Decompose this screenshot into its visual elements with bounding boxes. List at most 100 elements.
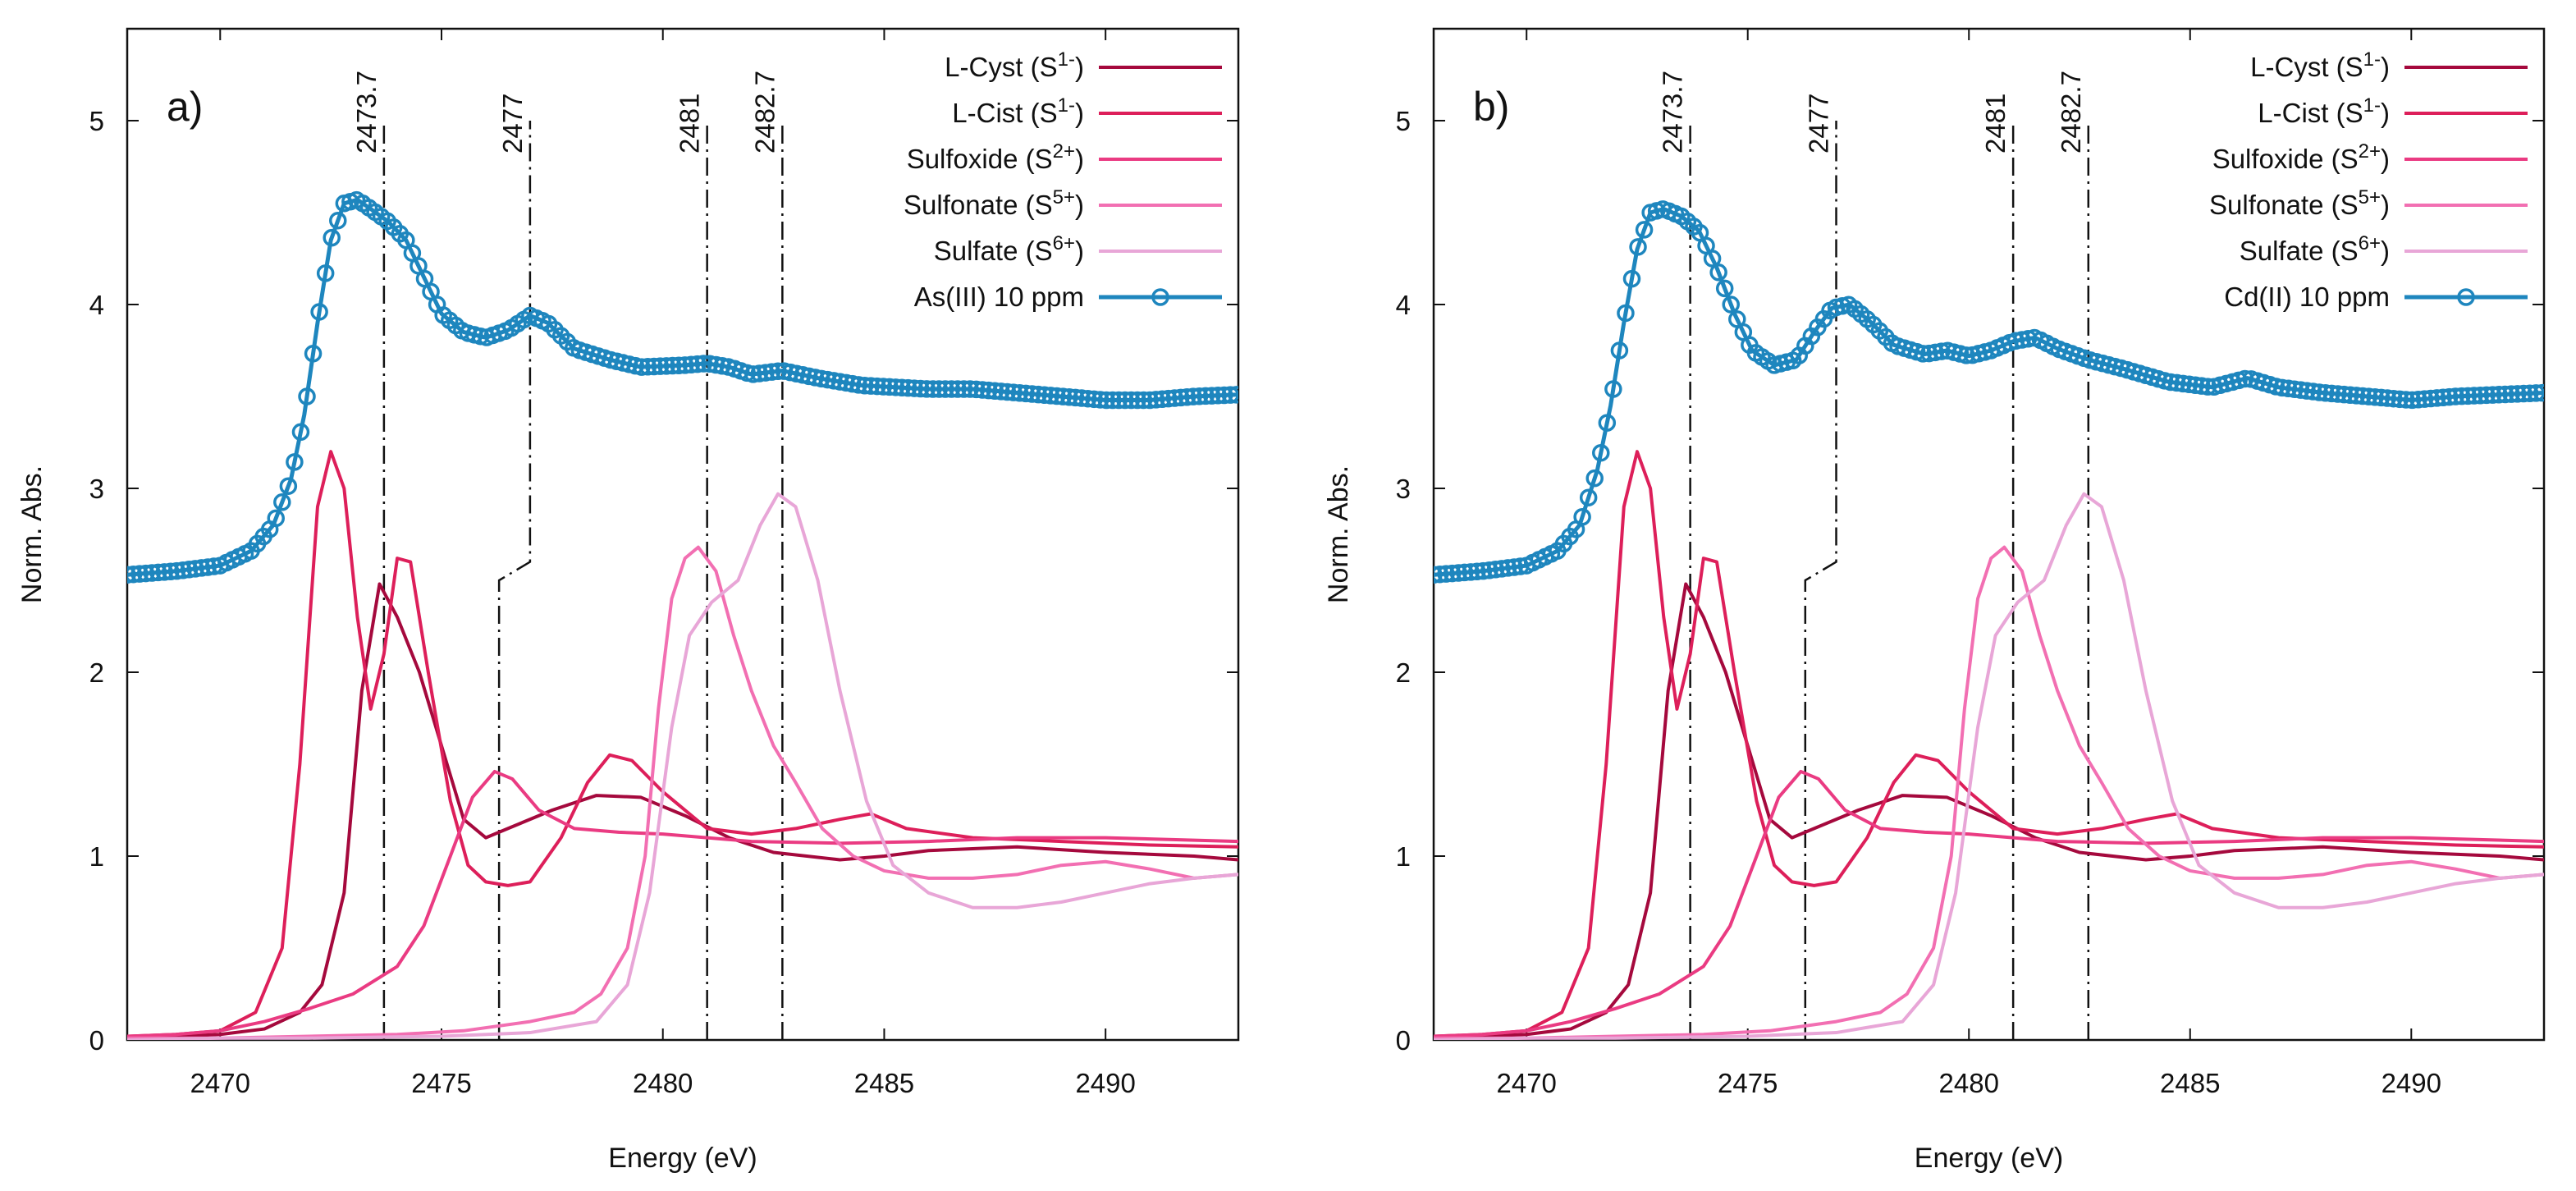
data-point (1221, 386, 1238, 404)
data-point (1172, 388, 1190, 407)
legend-label: Cd(II) 10 ppm (2224, 282, 2390, 312)
series-line-sulfonate (127, 545, 1238, 1040)
data-point (2316, 384, 2335, 402)
data-point (2483, 386, 2502, 404)
data-point (1455, 563, 1474, 582)
x-tick-label: 2470 (1496, 1068, 1556, 1098)
data-point (762, 363, 781, 381)
data-point (291, 423, 310, 442)
data-point (675, 356, 694, 374)
legend-label: Sulfate (S6+) (934, 232, 1084, 266)
reference-line-label: 2473.7 (351, 71, 382, 153)
data-point (2533, 383, 2544, 402)
data-point (1474, 561, 1493, 580)
data-point (1066, 388, 1085, 407)
reference-line-label: 2482.7 (2056, 71, 2086, 153)
x-tick-label: 2480 (633, 1068, 693, 1098)
data-point (1493, 560, 1511, 578)
y-tick-label: 4 (1396, 290, 1411, 320)
data-point (2465, 387, 2483, 405)
y-axis-title: Norm. Abs. (1323, 465, 1354, 603)
data-point (1116, 391, 1134, 410)
data-point (2273, 378, 2291, 397)
data-point (2427, 389, 2446, 407)
data-point (1097, 391, 1115, 410)
data-point (707, 355, 725, 374)
data-point (670, 356, 688, 374)
data-point (471, 327, 490, 346)
data-point (273, 493, 291, 511)
data-point (2019, 330, 2038, 348)
data-point (1437, 565, 1455, 583)
series-line-l-cyst (1434, 582, 2544, 1038)
legend-superscript: 6+ (1053, 232, 1075, 254)
legend-label: Sulfoxide (S2+) (2212, 140, 2390, 174)
legend-superscript: 5+ (2359, 186, 2381, 208)
data-point (286, 453, 304, 471)
data-point (694, 355, 713, 373)
data-point (1617, 304, 1635, 323)
data-point (1709, 263, 1727, 282)
data-point (862, 377, 881, 395)
data-point (1104, 391, 1122, 410)
data-point (2496, 385, 2514, 404)
data-point (1468, 562, 1486, 581)
y-tick-label: 0 (89, 1025, 104, 1056)
legend-name: Sulfate (2240, 236, 2324, 266)
data-point (1141, 391, 1159, 410)
data-point (1933, 342, 1951, 360)
x-tick-label: 2475 (1718, 1068, 1778, 1098)
legend-name: Sulfoxide (2212, 144, 2324, 174)
data-point (316, 264, 335, 282)
data-point (769, 362, 787, 381)
legend-superscript: 1- (1058, 48, 1075, 71)
data-point (1703, 250, 1722, 268)
data-point (843, 374, 862, 393)
data-point (2186, 376, 2204, 394)
data-point (199, 558, 217, 576)
legend-superscript: 1- (1058, 94, 1075, 117)
legend-superscript: 1- (2363, 48, 2381, 71)
data-point (1048, 387, 1066, 405)
legend-label: Sulfonate (S5+) (904, 186, 1084, 220)
data-point (1914, 345, 1932, 363)
data-point (304, 344, 323, 363)
data-point (849, 376, 867, 394)
data-point (2235, 369, 2254, 388)
data-point (1486, 561, 1505, 579)
data-point (143, 564, 161, 582)
x-tick-label: 2490 (1075, 1068, 1135, 1098)
data-point (1165, 389, 1184, 407)
data-point (2409, 391, 2427, 409)
legend-name: Sulfoxide (907, 144, 1018, 174)
data-point (818, 370, 837, 389)
data-point (750, 364, 769, 382)
reference-line-label: 2477 (497, 94, 528, 153)
panel-b: 2470 2475 2480 2485 2490 0 1 2 3 4 5 Energy (eV) Nor… (1323, 27, 2546, 1174)
data-point (757, 364, 775, 382)
data-point (2291, 381, 2310, 399)
data-point (663, 356, 682, 375)
legend-label: Sulfate (S6+) (2240, 232, 2390, 266)
panel-a: 2470 2475 2480 2485 2490 0 1 2 3 4 5 Energy (eV) Nor… (16, 27, 1240, 1174)
legend-name: Sulfate (934, 236, 1018, 266)
y-tick-label: 5 (1396, 106, 1411, 136)
legend-name: L-Cist (952, 98, 1023, 128)
x-tick-label: 2490 (2382, 1068, 2441, 1098)
legend-superscript: 6+ (2359, 232, 2381, 254)
y-tick-label: 1 (89, 841, 104, 872)
x-tick-label: 2470 (190, 1068, 250, 1098)
data-point (1023, 385, 1041, 403)
legend-label: Sulfonate (S5+) (2209, 186, 2390, 220)
data-point (167, 561, 186, 580)
y-tick-label: 0 (1396, 1025, 1411, 1056)
data-point (2502, 385, 2520, 403)
panel-label: b) (1473, 84, 1509, 130)
data-point (1110, 391, 1128, 410)
legend-name: As(III) 10 ppm (914, 282, 1084, 312)
data-point (180, 561, 199, 579)
data-point (2180, 375, 2199, 394)
data-point (1715, 279, 1734, 298)
legend-superscript: 2+ (2359, 140, 2381, 163)
legend-label: As(III) 10 ppm (914, 282, 1084, 312)
